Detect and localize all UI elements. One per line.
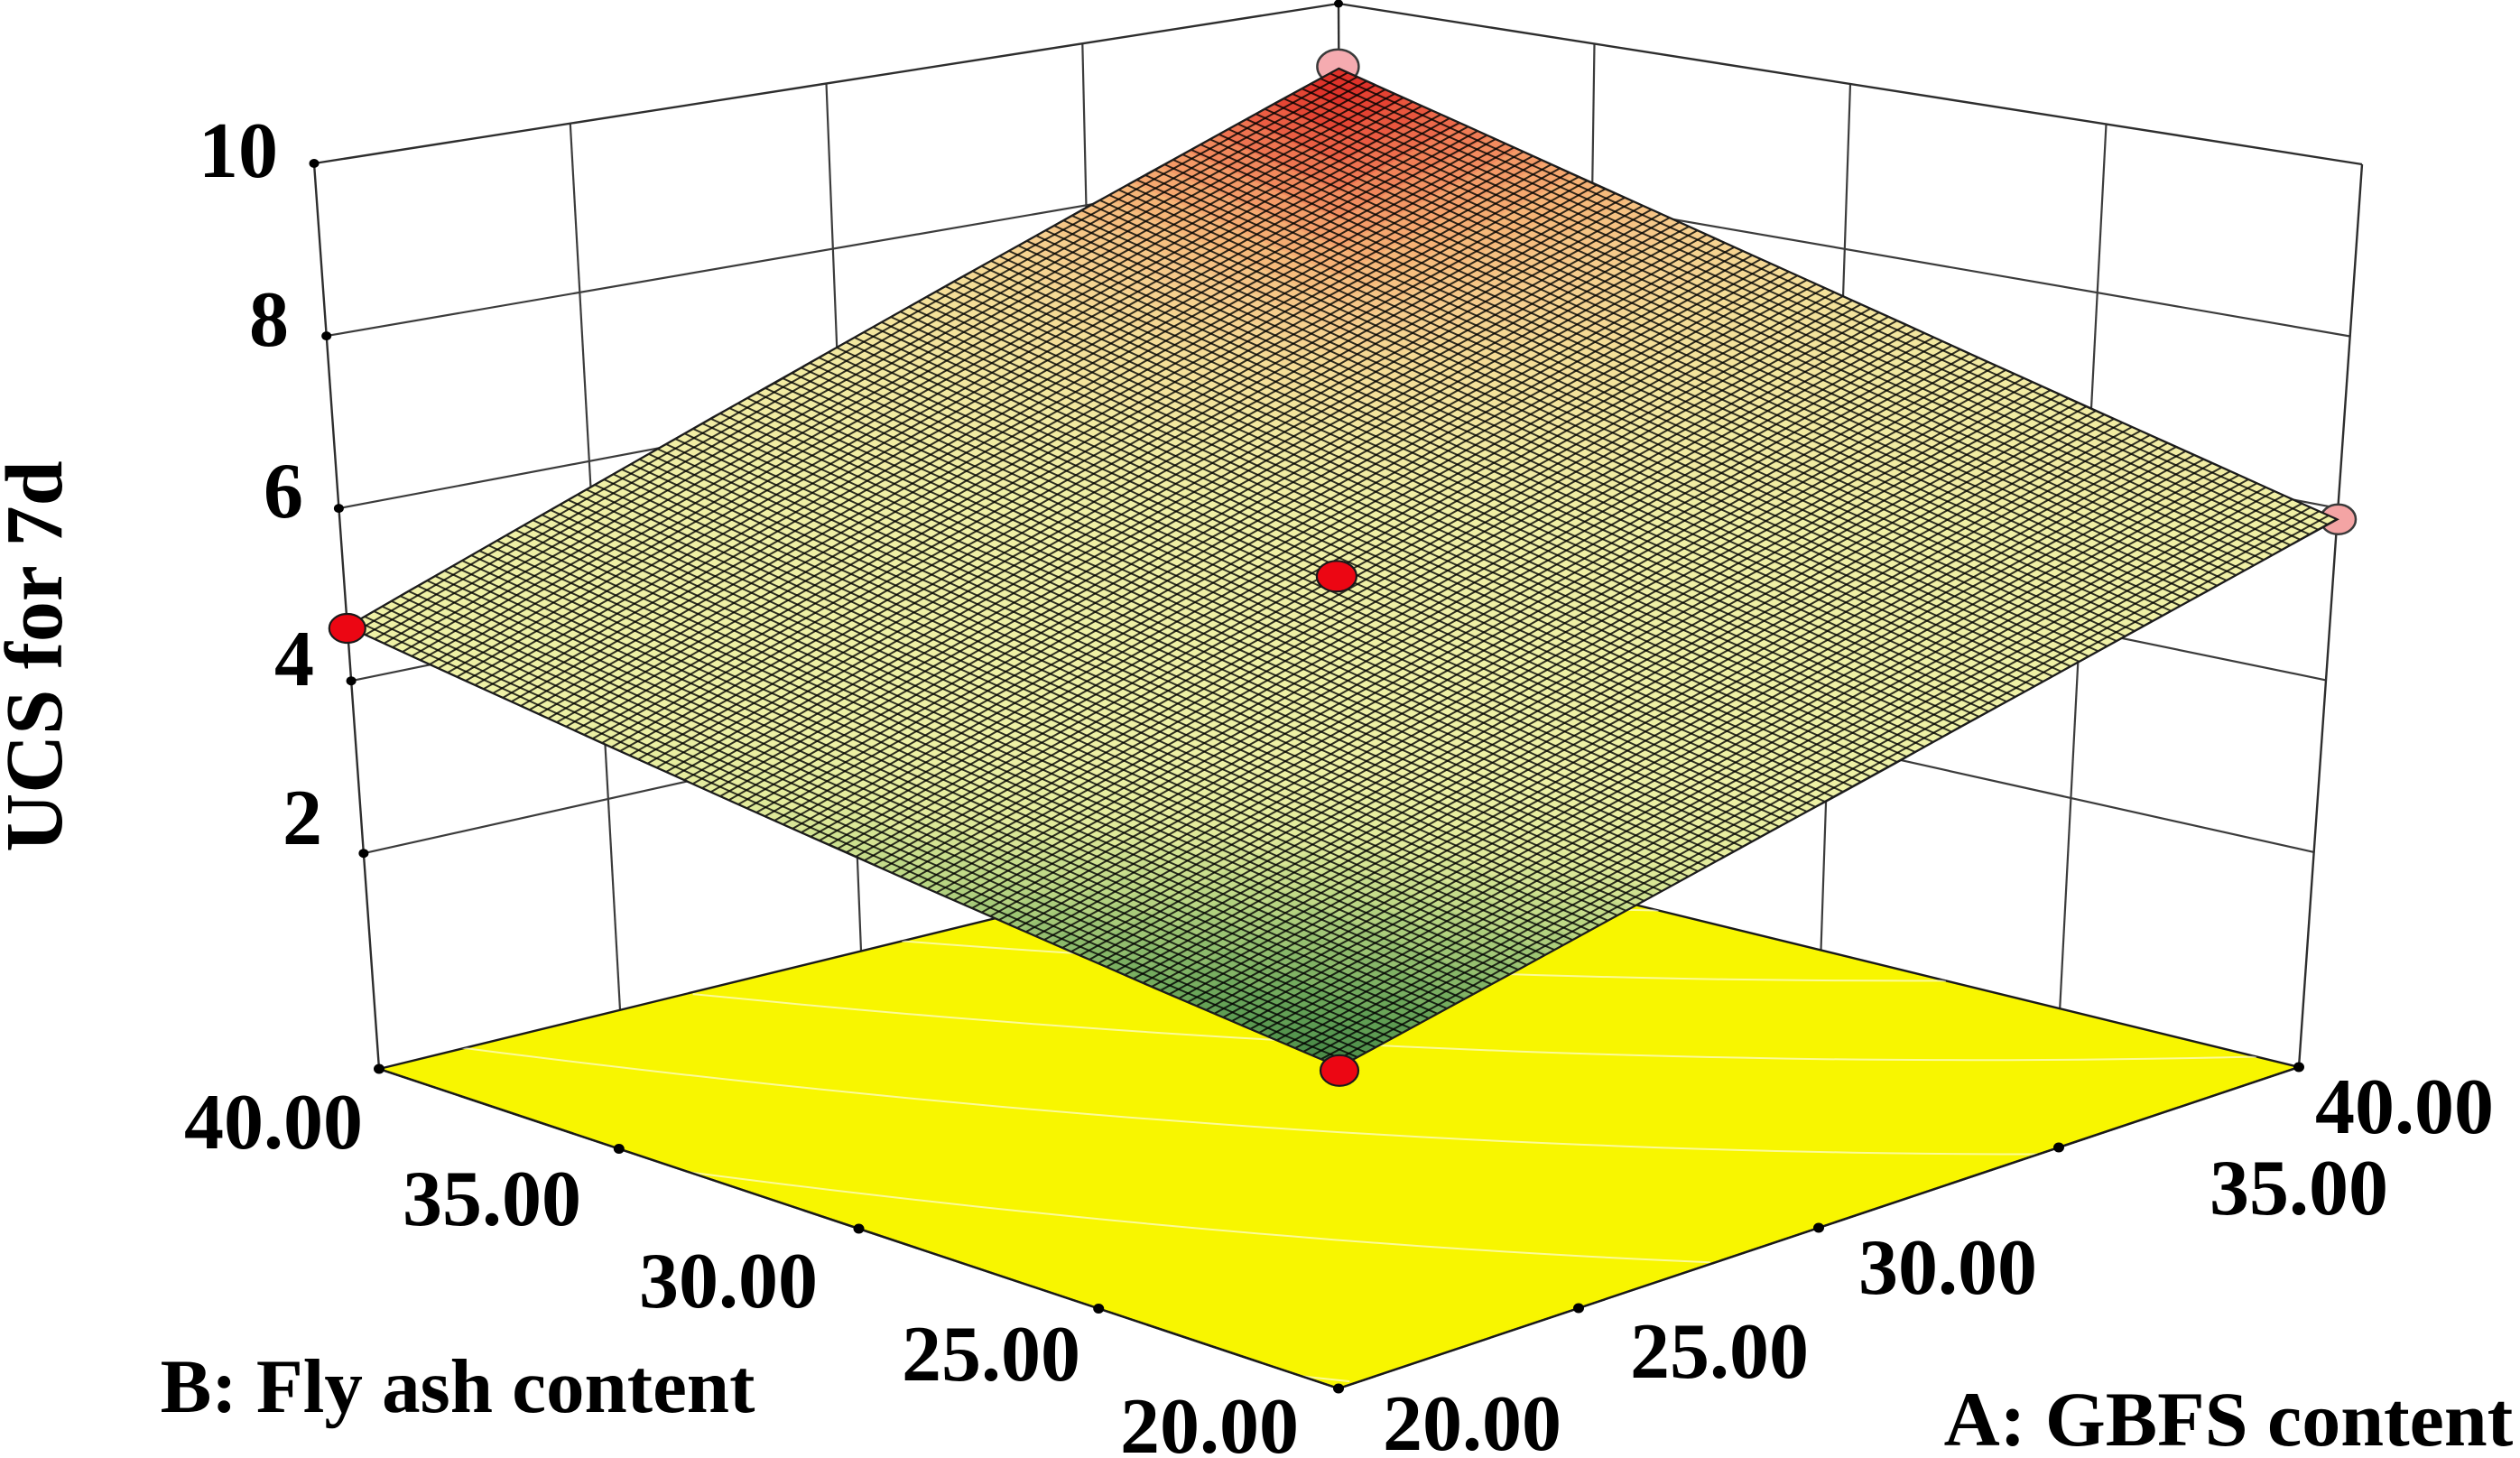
svg-text:20.00: 20.00 (1383, 1380, 1561, 1458)
svg-text:25.00: 25.00 (902, 1311, 1080, 1398)
svg-text:40.00: 40.00 (2315, 1063, 2494, 1151)
svg-text:A: GBFS content: A: GBFS content (1944, 1376, 2514, 1458)
svg-text:20.00: 20.00 (1120, 1383, 1299, 1458)
svg-text:25.00: 25.00 (1630, 1308, 1809, 1396)
svg-text:UCS for 7d: UCS for 7d (0, 460, 79, 851)
svg-text:6: 6 (264, 448, 303, 535)
svg-text:35.00: 35.00 (2210, 1145, 2388, 1232)
svg-text:10: 10 (199, 107, 278, 195)
svg-text:30.00: 30.00 (639, 1238, 818, 1325)
svg-text:35.00: 35.00 (403, 1156, 581, 1243)
svg-text:8: 8 (249, 276, 289, 364)
svg-text:40.00: 40.00 (184, 1079, 363, 1166)
svg-text:30.00: 30.00 (1858, 1224, 2037, 1312)
svg-text:4: 4 (274, 616, 314, 703)
svg-text:2: 2 (283, 775, 322, 862)
svg-text:B: Fly ash content: B: Fly ash content (161, 1344, 755, 1429)
